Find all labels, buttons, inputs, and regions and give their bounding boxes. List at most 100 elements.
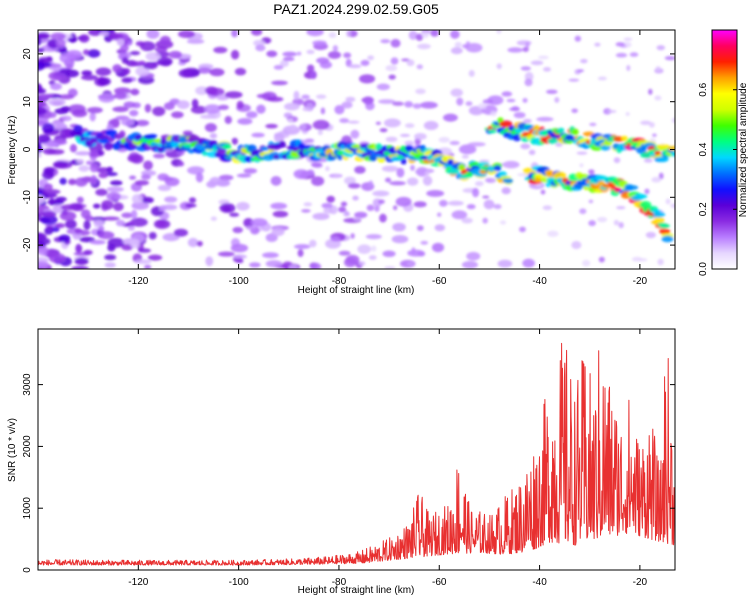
spectrogram-ridge-cell — [487, 129, 497, 134]
spectrogram-cell — [354, 211, 368, 219]
spectrogram-cell — [323, 207, 334, 214]
spectrogram-cell — [47, 38, 59, 49]
spectrogram-cell — [434, 224, 446, 232]
spectrogram-cell — [454, 41, 462, 48]
spectrogram-cell — [115, 33, 124, 39]
spectrogram-cell — [289, 124, 297, 130]
spectrogram-cell — [367, 55, 375, 61]
spectrogram-cell — [171, 111, 184, 119]
spectrogram-cell — [38, 47, 45, 53]
spectrogram-cell — [417, 43, 431, 50]
spectrogram-x-tick-label: -40 — [532, 276, 547, 287]
spectrogram-cell — [58, 234, 71, 242]
spectrogram-cell — [651, 176, 662, 183]
spectrogram-cell — [288, 264, 299, 269]
spectrogram-cell — [520, 66, 532, 71]
spectrogram-cell — [153, 153, 165, 159]
spectrogram-cell — [311, 176, 325, 187]
spectrogram-cell — [224, 115, 232, 125]
spectrogram-cell — [65, 219, 77, 230]
spectrogram-cell — [384, 266, 396, 269]
spectrogram-cell — [129, 175, 137, 180]
spectrogram-cell — [157, 184, 172, 192]
spectrogram-cell — [616, 206, 626, 210]
spectrogram-cell — [479, 159, 490, 163]
spectrogram-cell — [102, 216, 120, 221]
spectrogram-cell — [399, 133, 411, 137]
spectrogram-x-tick-label: -60 — [432, 276, 447, 287]
spectrogram-cell — [437, 212, 442, 217]
spectrogram-cell — [78, 165, 90, 172]
spectrogram-cell — [629, 52, 639, 57]
spectrogram-cell — [449, 140, 460, 146]
spectrogram-cell — [253, 39, 266, 47]
spectrogram-cell — [328, 32, 337, 39]
spectrogram-cell — [197, 67, 212, 74]
spectrogram-ridge-cell — [493, 165, 502, 172]
spectrogram-cell — [352, 195, 359, 201]
spectrogram-cell — [273, 65, 284, 70]
spectrogram-cell — [230, 49, 240, 60]
spectrogram-cell — [112, 64, 122, 73]
spectrogram-cell — [116, 38, 125, 46]
spectrogram-cell — [294, 244, 311, 250]
spectrogram-ridge-cell — [557, 127, 565, 133]
spectrogram-cell — [272, 210, 289, 218]
spectrogram-cell — [266, 50, 278, 58]
spectrogram-cell — [205, 256, 214, 267]
spectrogram-cell — [576, 151, 588, 155]
spectrogram-cell — [332, 45, 339, 52]
spectrogram-cell — [46, 248, 58, 257]
spectrogram-cell — [302, 107, 312, 112]
spectrogram-ridge-cell — [457, 163, 466, 171]
spectrogram-cell — [490, 110, 497, 117]
spectrogram-cell — [657, 258, 664, 266]
spectrogram-cell — [396, 167, 405, 178]
spectrogram-cell — [348, 64, 362, 69]
spectrogram-cell — [40, 215, 58, 225]
spectrogram-x-tick-label: -120 — [128, 276, 148, 287]
spectrogram-ridge-cell — [503, 178, 513, 184]
spectrogram-cell — [209, 68, 225, 77]
spectrogram-cell — [523, 118, 532, 124]
spectrogram-cell — [326, 195, 335, 203]
snr-x-axis-label: Height of straight line (km) — [298, 585, 415, 596]
spectrogram-cell — [415, 33, 424, 41]
spectrogram-cell — [501, 187, 511, 195]
spectrogram-cell — [615, 42, 625, 47]
spectrogram-cell — [144, 103, 152, 113]
spectrogram-x-axis: -120 -100 -80 -60 -40 -20 — [128, 30, 648, 287]
spectrogram-cell — [306, 49, 315, 55]
spectrogram-cell — [648, 88, 653, 95]
spectrogram-cell — [543, 67, 552, 72]
spectrogram-ridge-cell — [653, 216, 665, 224]
spectrogram-cell — [101, 199, 114, 210]
spectrogram-cell — [38, 106, 47, 116]
spectrogram-cell — [390, 39, 401, 48]
spectrogram-cell — [424, 170, 430, 176]
spectrogram-cell — [341, 101, 353, 109]
spectrogram-cell — [163, 102, 175, 111]
spectrogram-cell — [315, 94, 327, 99]
spectrogram-cell — [38, 232, 45, 242]
spectrogram-cell — [74, 151, 91, 156]
spectrogram-cell — [157, 56, 173, 66]
spectrogram-cell — [520, 143, 531, 150]
spectrogram-cell — [130, 209, 138, 220]
spectrogram-cell — [68, 178, 77, 186]
spectrogram-cell — [217, 251, 235, 257]
spectrogram-cell — [98, 172, 109, 179]
spectrogram-cell — [507, 47, 524, 53]
spectrogram-cell — [38, 194, 45, 204]
spectrogram-cell — [392, 205, 398, 211]
spectrogram-cell — [60, 204, 78, 211]
spectrogram-cell — [38, 257, 49, 263]
snr-x-tick-label: -120 — [128, 577, 148, 588]
spectrogram-cell — [231, 30, 238, 38]
spectrogram-cell — [472, 187, 480, 198]
spectrogram-cell — [58, 94, 75, 100]
spectrogram-cell — [256, 104, 266, 114]
spectrogram-cell — [245, 111, 258, 119]
spectrogram-cell — [468, 70, 475, 77]
spectrogram-cell — [243, 168, 258, 174]
